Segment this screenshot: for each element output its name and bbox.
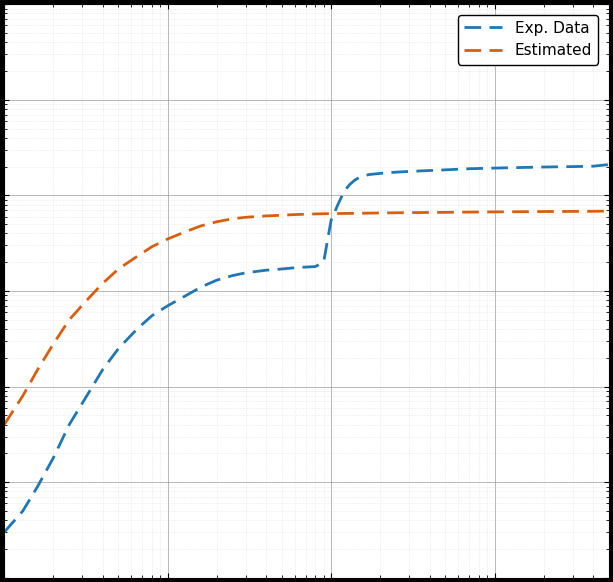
Exp. Data [334, 201, 341, 208]
Estimated [327, 210, 335, 217]
Exp. Data [520, 164, 527, 171]
Exp. Data [197, 283, 205, 290]
Estimated [442, 209, 449, 216]
Exp. Data [50, 455, 57, 462]
Exp. Data [19, 508, 26, 514]
Exp. Data [405, 168, 413, 175]
Exp. Data [327, 217, 335, 223]
Estimated [569, 208, 576, 215]
Estimated [356, 210, 364, 217]
Estimated [605, 208, 612, 215]
Exp. Data [589, 163, 596, 170]
Line: Estimated: Estimated [4, 211, 609, 425]
Exp. Data [569, 163, 576, 170]
Exp. Data [229, 272, 237, 279]
Estimated [115, 265, 122, 272]
Exp. Data [340, 188, 348, 195]
Estimated [164, 236, 171, 243]
Exp. Data [134, 325, 141, 332]
Exp. Data [491, 165, 498, 172]
Exp. Data [278, 265, 286, 272]
Exp. Data [540, 164, 547, 171]
Exp. Data [605, 161, 612, 168]
Estimated [376, 210, 384, 217]
Exp. Data [466, 165, 473, 172]
Exp. Data [311, 263, 319, 270]
Estimated [491, 208, 498, 215]
Estimated [66, 316, 73, 323]
Estimated [229, 215, 237, 222]
Estimated [291, 211, 299, 218]
Estimated [589, 208, 596, 215]
Exp. Data [83, 392, 91, 399]
Legend: Exp. Data, Estimated: Exp. Data, Estimated [458, 15, 598, 65]
Estimated [475, 208, 482, 215]
Estimated [278, 212, 286, 219]
Exp. Data [115, 345, 122, 352]
Exp. Data [302, 264, 310, 271]
Estimated [148, 243, 156, 250]
Estimated [520, 208, 527, 215]
Estimated [19, 392, 26, 399]
Exp. Data [148, 313, 156, 320]
Exp. Data [242, 269, 249, 276]
Estimated [83, 297, 91, 304]
Exp. Data [351, 176, 359, 183]
Estimated [262, 212, 270, 219]
Exp. Data [365, 171, 373, 178]
Exp. Data [262, 267, 270, 274]
Estimated [1, 421, 8, 428]
Exp. Data [320, 259, 327, 266]
Exp. Data [356, 173, 364, 180]
Exp. Data [346, 181, 354, 188]
Estimated [99, 280, 106, 287]
Exp. Data [392, 169, 400, 176]
Exp. Data [99, 366, 106, 373]
Estimated [34, 366, 41, 373]
Exp. Data [291, 264, 299, 271]
Exp. Data [376, 170, 384, 177]
Estimated [197, 222, 205, 229]
Estimated [134, 253, 141, 260]
Estimated [405, 209, 413, 216]
Estimated [213, 218, 221, 225]
Exp. Data [442, 166, 449, 173]
Exp. Data [164, 302, 171, 309]
Estimated [183, 228, 190, 235]
Exp. Data [34, 483, 41, 490]
Estimated [311, 211, 319, 218]
Line: Exp. Data: Exp. Data [4, 165, 609, 532]
Estimated [242, 214, 249, 221]
Estimated [50, 340, 57, 347]
Exp. Data [426, 167, 433, 174]
Exp. Data [213, 276, 221, 283]
Estimated [540, 208, 547, 215]
Exp. Data [183, 292, 190, 299]
Exp. Data [1, 528, 8, 535]
Exp. Data [66, 421, 73, 428]
